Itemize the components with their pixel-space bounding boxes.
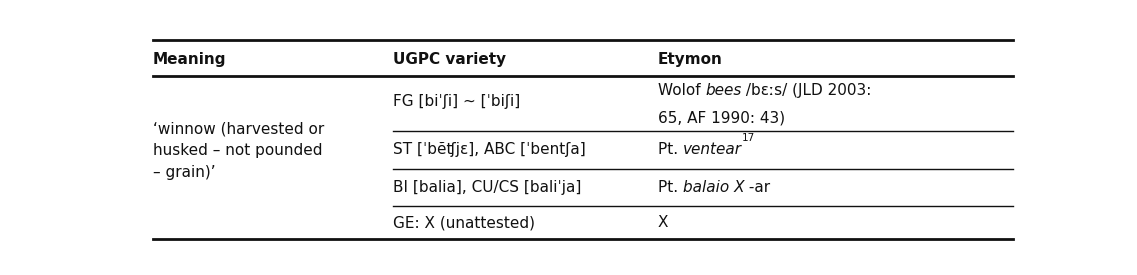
Text: Etymon: Etymon: [657, 52, 722, 67]
Text: Pt.: Pt.: [657, 180, 682, 195]
Text: ‘winnow (harvested or
husked – not pounded
– grain)’: ‘winnow (harvested or husked – not pound…: [152, 122, 324, 180]
Text: -ar: -ar: [745, 180, 771, 195]
Text: 17: 17: [741, 133, 755, 143]
Text: ST [ˈbẽʧjɛ], ABC [ˈbentʃa]: ST [ˈbẽʧjɛ], ABC [ˈbentʃa]: [393, 142, 586, 157]
Text: 65, AF 1990: 43): 65, AF 1990: 43): [657, 110, 785, 125]
Text: Wolof: Wolof: [657, 83, 705, 98]
Text: X: X: [657, 215, 669, 230]
Text: ventear: ventear: [682, 142, 741, 157]
Text: bees: bees: [705, 83, 741, 98]
Text: GE: X (unattested): GE: X (unattested): [393, 215, 536, 230]
Text: balaio X: balaio X: [682, 180, 745, 195]
Text: BI [balia], CU/CS [baliˈja]: BI [balia], CU/CS [baliˈja]: [393, 180, 582, 195]
Text: /bɛːs/ (JLD 2003:: /bɛːs/ (JLD 2003:: [741, 83, 872, 98]
Text: UGPC variety: UGPC variety: [393, 52, 506, 67]
Text: Meaning: Meaning: [152, 52, 226, 67]
Text: Pt.: Pt.: [657, 142, 682, 157]
Text: FG [biˈʃi] ~ [ˈbiʃi]: FG [biˈʃi] ~ [ˈbiʃi]: [393, 94, 521, 109]
